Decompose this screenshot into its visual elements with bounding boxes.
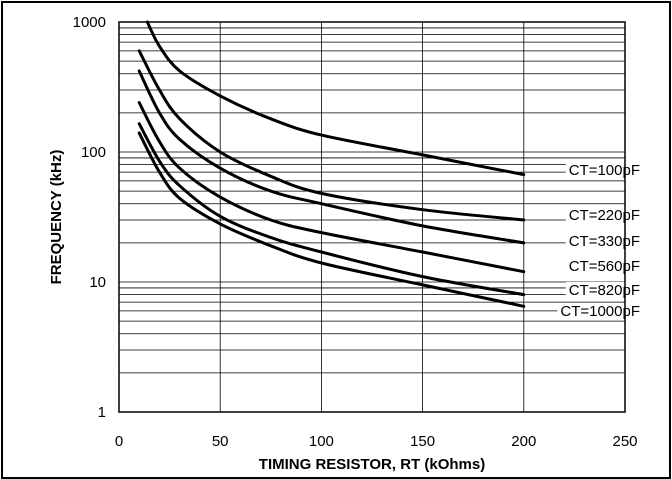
series-label-5: CT=1000pF xyxy=(560,303,640,320)
x-tick-label-3: 150 xyxy=(410,433,435,450)
x-tick-label-5: 250 xyxy=(612,433,637,450)
series-line-3 xyxy=(137,101,526,274)
series-label-3: CT=560pF xyxy=(569,258,640,275)
x-tick-label-1: 50 xyxy=(212,433,229,450)
y-tick-label-0: 1 xyxy=(98,404,106,421)
x-tick-label-4: 200 xyxy=(511,433,536,450)
y-tick-label-1: 10 xyxy=(89,274,106,291)
tick-labels: 0 50 100 150 200 250 1 10 100 1000 xyxy=(73,14,638,450)
y-axis-title: FREQUENCY (kHz) xyxy=(48,150,65,285)
series-label-1: CT=220pF xyxy=(569,207,640,224)
series-label-bg-2 xyxy=(565,233,642,250)
series-label-bg-5 xyxy=(557,303,642,320)
plot-area-border xyxy=(118,21,626,413)
x-tick-label-0: 0 xyxy=(115,433,123,450)
series-line-4 xyxy=(137,122,526,297)
y-tick-label-2: 100 xyxy=(81,144,106,161)
series-line-1 xyxy=(137,49,526,222)
series-label-0: CT=100pF xyxy=(569,162,640,179)
series-line-0 xyxy=(145,20,526,177)
series-line-2 xyxy=(137,69,526,245)
series-line-5 xyxy=(137,131,526,308)
x-tick-label-2: 100 xyxy=(309,433,334,450)
series-label-4: CT=820pF xyxy=(569,282,640,299)
series-label-bg-0 xyxy=(565,162,642,179)
curves xyxy=(137,20,526,308)
series-label-bg-1 xyxy=(565,207,642,224)
x-axis-title: TIMING RESISTOR, RT (kOhms) xyxy=(259,456,485,473)
y-tick-label-3: 1000 xyxy=(73,14,106,31)
frequency-chart: CT=100pF CT=220pF CT=330pF CT=560pF CT=820pF… xyxy=(48,14,642,473)
series-label-2: CT=330pF xyxy=(569,233,640,250)
series-label-bg-3 xyxy=(565,258,642,275)
series-label-bg-4 xyxy=(565,282,642,299)
series-labels: CT=100pF CT=220pF CT=330pF CT=560pF CT=820pF… xyxy=(557,162,642,320)
